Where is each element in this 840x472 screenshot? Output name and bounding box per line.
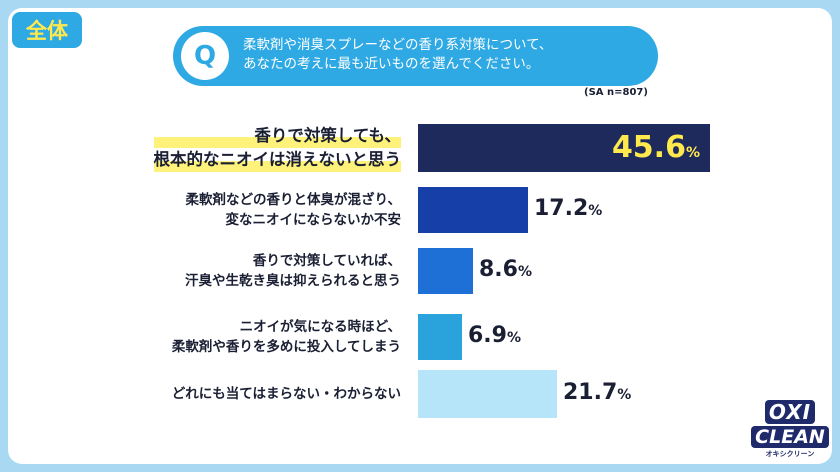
category-label-3-line-1: 香りで対策していれば、 [252, 253, 401, 269]
logo-oxi: OXI [764, 400, 816, 424]
value-unit-3: % [517, 264, 533, 280]
value-label-2: 17.2% [534, 196, 602, 221]
category-label-3: 香りで対策していれば、汗臭や生乾き臭は抑えられると思う [185, 251, 401, 291]
category-label-4-line-2: 柔軟剤や香りを多めに投入してしまう [171, 339, 401, 355]
bar-2 [418, 187, 528, 233]
question-text: 柔軟剤や消臭スプレーなどの香り系対策について、 あなたの考えに最も近いものを選ん… [243, 36, 552, 74]
category-label-1-line-2: 根本的なニオイは消えないと思う [153, 148, 401, 172]
question-line-1: 柔軟剤や消臭スプレーなどの香り系対策について、 [243, 37, 553, 53]
logo-sub: オキシクリーン [765, 450, 815, 458]
oxiclean-logo: OXI CLEAN オキシクリーン [748, 400, 832, 466]
category-label-1-line-1: 香りで対策しても、 [153, 124, 401, 148]
bar-5 [418, 370, 557, 418]
segment-tag: 全体 [12, 12, 82, 48]
category-label-4: ニオイが気になる時ほど、柔軟剤や香りを多めに投入してしまう [172, 317, 401, 357]
value-number-2: 17.2 [534, 196, 589, 221]
category-label-5-line-1: どれにも当てはまらない・わからない [171, 386, 401, 402]
bar-3 [418, 248, 473, 294]
category-label-2: 柔軟剤などの香りと体臭が混ざり、変なニオイにならないか不安 [186, 190, 401, 230]
value-label-1: 45.6% [612, 130, 700, 165]
value-label-5: 21.7% [563, 380, 631, 405]
value-label-4: 6.9% [468, 323, 521, 348]
sample-size-note: (SA n=807) [584, 87, 648, 98]
value-number-5: 21.7 [563, 380, 618, 405]
value-number-3: 8.6 [479, 257, 518, 282]
category-label-4-line-1: ニオイが気になる時ほど、 [239, 319, 401, 335]
category-label-5: どれにも当てはまらない・わからない [172, 384, 401, 404]
category-label-3-line-2: 汗臭や生乾き臭は抑えられると思う [185, 273, 401, 289]
bar-1 [418, 124, 710, 172]
question-box: Q 柔軟剤や消臭スプレーなどの香り系対策について、 あなたの考えに最も近いものを… [173, 26, 658, 86]
value-unit-2: % [588, 203, 603, 219]
value-number-4: 6.9 [468, 323, 507, 348]
value-unit-1: % [685, 145, 700, 161]
value-number-1: 45.6 [611, 130, 686, 165]
category-label-1: 香りで対策しても、 根本的なニオイは消えないと思う [153, 124, 401, 172]
value-unit-4: % [506, 330, 522, 346]
bar-4 [418, 314, 462, 360]
category-label-2-line-2: 変なニオイにならないか不安 [225, 212, 402, 228]
logo-clean: CLEAN [751, 426, 829, 448]
category-label-2-line-1: 柔軟剤などの香りと体臭が混ざり、 [185, 192, 401, 208]
question-line-2: あなたの考えに最も近いものを選んでください。 [243, 56, 540, 72]
value-unit-5: % [617, 387, 632, 403]
value-label-3: 8.6% [479, 257, 532, 282]
q-icon: Q [181, 32, 229, 80]
